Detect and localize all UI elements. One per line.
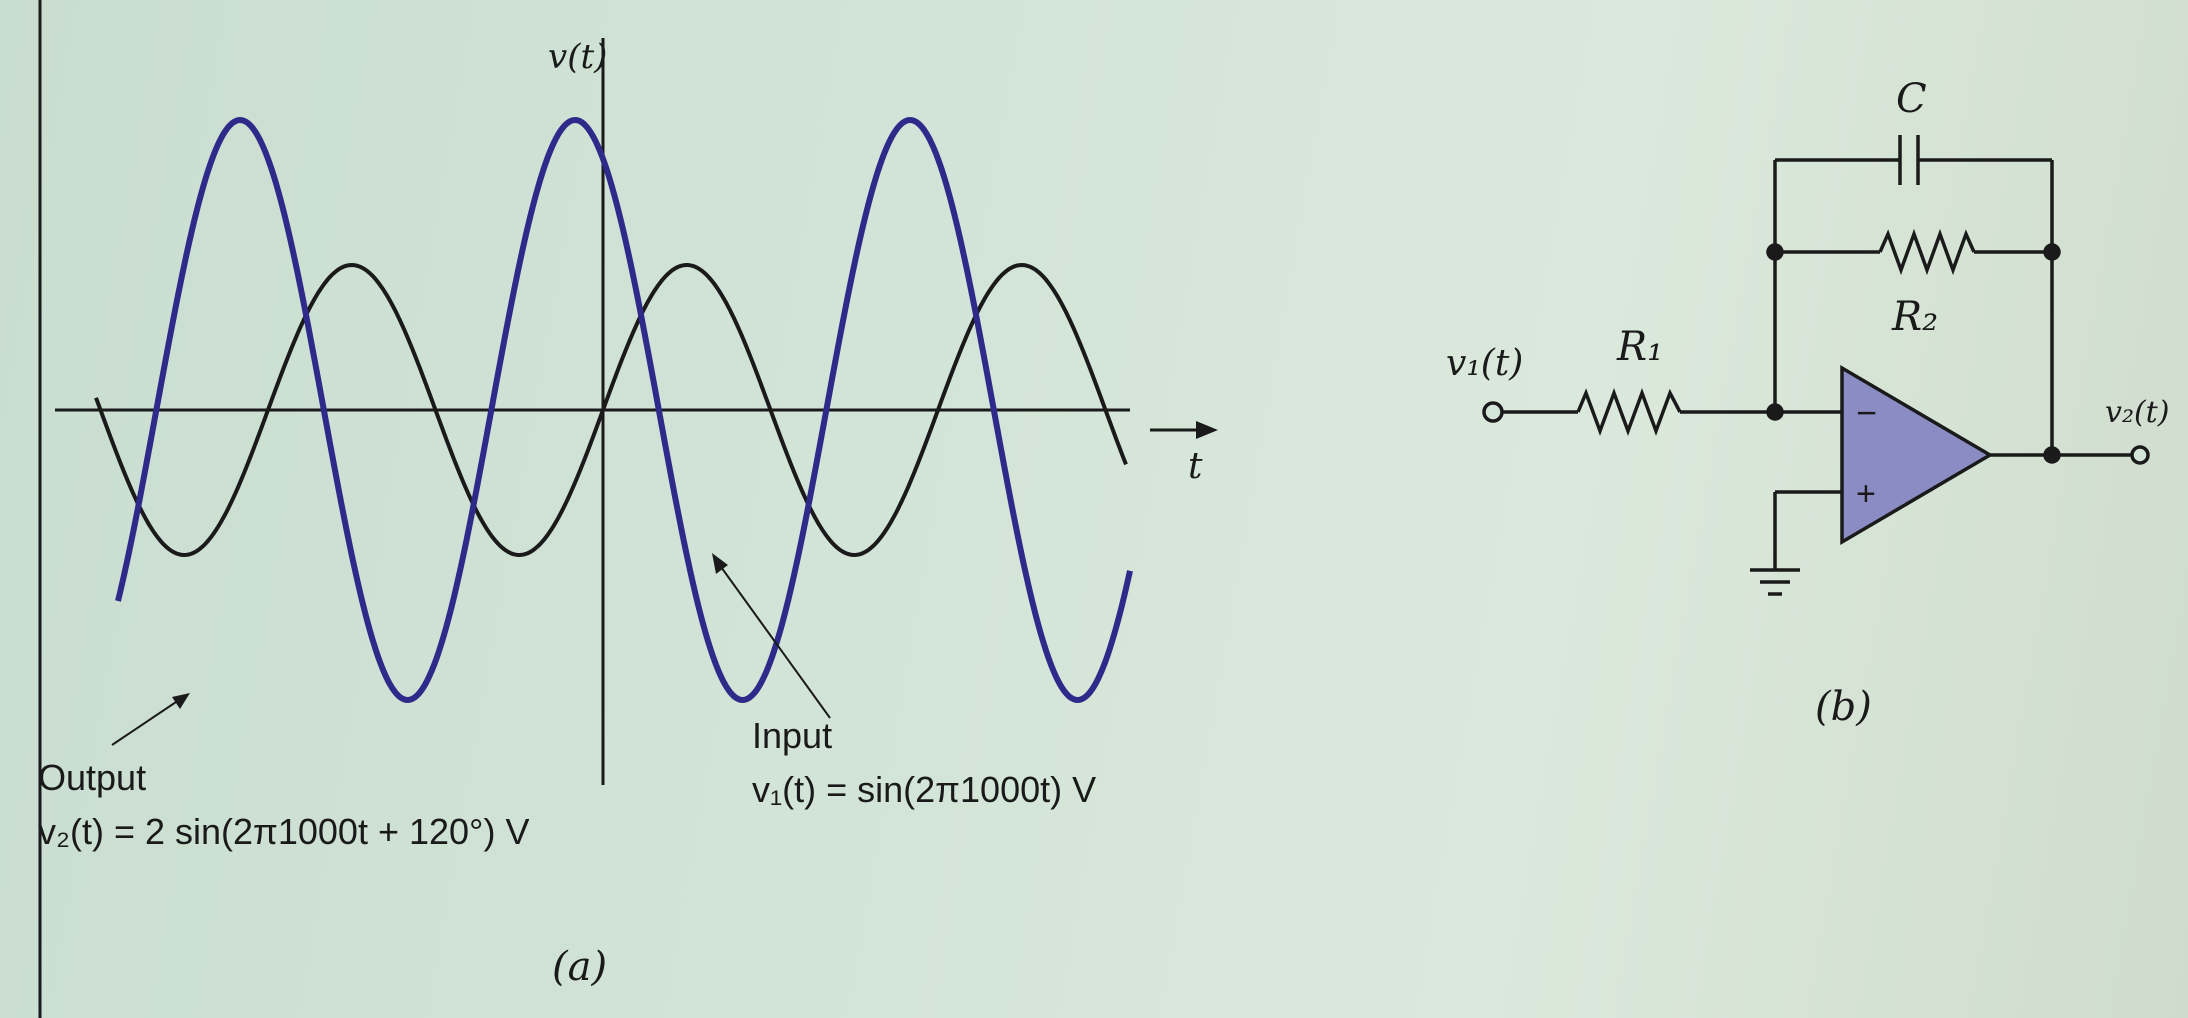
minus-sign: − <box>1856 392 1877 433</box>
r2-resistor <box>1878 228 1976 276</box>
input-label: Input <box>752 715 832 756</box>
output-equation: v₂(t) = 2 sin(2π1000t + 120°) V <box>38 811 529 852</box>
output-node-label: v₂(t) <box>2105 395 2169 430</box>
capacitor-label: C <box>1896 76 1927 122</box>
output-wave <box>115 116 1133 704</box>
output-label: Output <box>38 757 146 798</box>
panel-b-caption: (b) <box>1815 684 1872 730</box>
panel-a-caption: (a) <box>552 944 607 990</box>
input-equation: v₁(t) = sin(2π1000t) V <box>752 769 1096 810</box>
r1-resistor <box>1576 387 1682 437</box>
output-leader-arrow <box>111 693 190 746</box>
node-feedback-right <box>2043 243 2061 261</box>
node-output <box>2043 446 2061 464</box>
y-axis-label: v(t) <box>548 37 607 77</box>
panel-b-circuit <box>1482 135 2150 596</box>
t-axis-arrow <box>1150 421 1218 439</box>
input-node-label: v₁(t) <box>1446 343 1523 384</box>
op-amp <box>1840 364 1994 546</box>
input-leader-arrow <box>712 553 831 719</box>
input-wave <box>94 262 1128 558</box>
r1-label: R₁ <box>1616 324 1663 370</box>
x-axis-label: t <box>1188 446 1203 487</box>
input-terminal <box>1482 401 1504 423</box>
r2-label: R₂ <box>1891 294 1938 340</box>
ground-symbol <box>1750 568 1800 596</box>
capacitor <box>1898 135 1920 185</box>
output-terminal <box>2130 445 2150 465</box>
plus-sign: + <box>1856 475 1876 513</box>
panel-a-waveforms: v(t) t Output v₂(t) = 2 sin(2π1000t + 12… <box>38 37 1218 990</box>
